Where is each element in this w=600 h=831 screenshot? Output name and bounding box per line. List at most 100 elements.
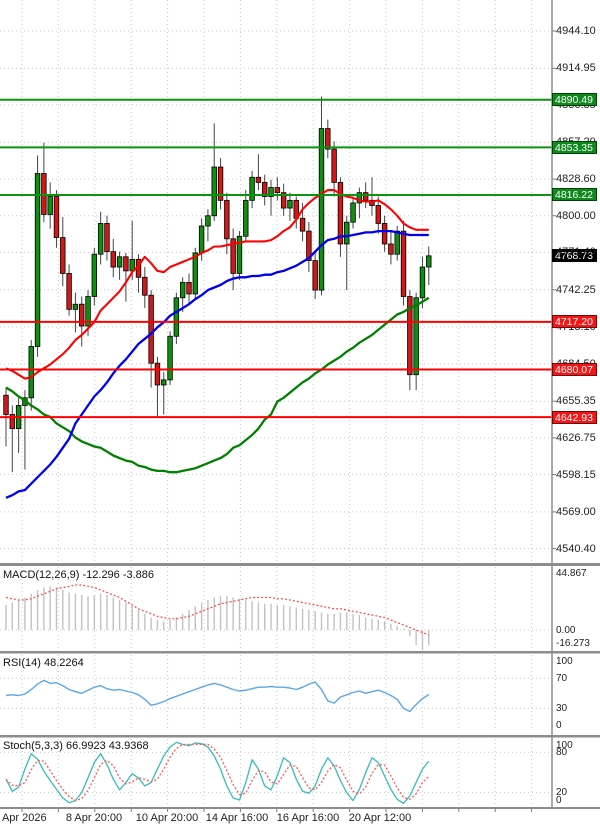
stoch-d-line <box>5 743 430 802</box>
macd-axis-label: 0.00 <box>556 624 576 636</box>
price-tick-label: 4828.60 <box>556 173 596 186</box>
candle-body-up <box>173 297 180 337</box>
candle-body-down <box>280 192 287 209</box>
candle-body-down <box>325 128 331 150</box>
ma-fast-red <box>5 189 429 380</box>
candle-body-down <box>110 251 116 268</box>
candle-body-up <box>350 202 356 223</box>
candle-body-down <box>53 196 60 238</box>
price-tick-label: 4800.00 <box>556 209 596 222</box>
price-level-badge-resistance-0: 4890.49 <box>552 93 597 107</box>
candle-body-up <box>344 221 350 245</box>
rsi-indicator-label: RSI(14) 48.2264 <box>3 657 84 670</box>
candle-body-down <box>299 217 306 232</box>
candle-body-down <box>331 148 337 183</box>
candle-body-down <box>312 260 318 291</box>
price-tick-label: 4569.00 <box>556 505 596 518</box>
stoch-axis-label: 0 <box>556 794 562 806</box>
price-tick-label: 4540.40 <box>556 542 596 555</box>
candle-body-up <box>97 223 104 255</box>
candle-body-down <box>3 394 9 415</box>
candle-body-up <box>28 346 34 399</box>
candle-body-down <box>104 223 110 253</box>
candle-body-up <box>413 297 419 376</box>
stoch-name: Stoch(5,3,3) <box>3 740 63 752</box>
candle-body-up <box>356 192 363 204</box>
candle-body-up <box>161 379 167 386</box>
candle-body-up <box>192 252 198 295</box>
candle-body-up <box>419 266 426 299</box>
candle-body-up <box>205 215 211 227</box>
macd-indicator-label: MACD(12,26,9) -12.296 -3.886 <box>3 569 154 582</box>
stoch-axis-label: 80 <box>556 746 568 758</box>
candle-body-down <box>337 182 344 245</box>
price-level-badge-support-0: 4717.20 <box>552 315 597 329</box>
macd-axis-label: -16.273 <box>556 637 590 649</box>
candle-body-up <box>116 256 123 268</box>
candle-body-down <box>66 273 72 310</box>
candle-body-down <box>230 238 236 274</box>
candle-body-down <box>79 303 85 327</box>
stoch-indicator-label: Stoch(5,3,3) 66.9923 43.9368 <box>3 740 149 753</box>
candle-body-down <box>60 237 66 274</box>
rsi-axis-label: 70 <box>556 672 568 684</box>
panel-separator <box>0 735 600 738</box>
macd-current-values: -12.296 -3.886 <box>82 569 155 581</box>
rsi-axis-label: 100 <box>556 655 573 667</box>
candle-body-up <box>47 196 53 215</box>
candle-body-down <box>388 243 394 255</box>
candle-body-up <box>85 296 91 327</box>
candle-body-down <box>375 205 381 224</box>
time-tick-label: 10 Apr 20:00 <box>135 812 199 824</box>
rsi-name: RSI(14) <box>3 657 41 669</box>
candle-body-up <box>243 199 249 237</box>
panel-separator <box>0 563 600 566</box>
candle-body-down <box>123 256 129 272</box>
candle-body-down <box>154 362 161 386</box>
price-level-badge-resistance-1: 4853.35 <box>552 140 597 154</box>
price-level-badge-resistance-2: 4816.22 <box>552 188 597 202</box>
ma-slow-green <box>5 296 430 474</box>
stoch-axis-label: 100 <box>556 739 573 751</box>
candle-body-up <box>167 335 173 381</box>
candle-body-down <box>186 282 192 295</box>
candle-body-up <box>34 173 41 347</box>
rsi-line <box>5 679 430 713</box>
candle-body-up <box>426 255 432 268</box>
candle-body-up <box>179 282 186 299</box>
rsi-axis-label: 0 <box>556 719 562 731</box>
candle-body-down <box>9 414 16 429</box>
price-tick-label: 4655.35 <box>556 395 596 408</box>
ma-mid-blue <box>5 229 429 499</box>
time-tick-label: 8 Apr 20:00 <box>65 812 123 824</box>
stoch-k-line <box>5 741 430 804</box>
price-tick-label: 4914.95 <box>556 62 596 75</box>
price-tick-label: 4742.25 <box>556 283 596 296</box>
current-price-badge: 4768.73 <box>552 249 597 262</box>
price-tick-label: 4598.15 <box>556 468 596 481</box>
candle-body-down <box>255 176 262 183</box>
price-tick-label: 4771.40 <box>556 246 596 259</box>
stoch-axis-label: 20 <box>556 787 568 799</box>
macd-name: MACD(12,26,9) <box>3 569 80 581</box>
candle-body-up <box>211 166 217 217</box>
price-level-badge-support-2: 4642.93 <box>552 410 597 424</box>
candle-body-up <box>72 303 79 310</box>
rsi-axis-label: 30 <box>556 702 568 714</box>
candle-body-up <box>236 235 243 274</box>
macd-axis-label: 44.867 <box>556 568 587 580</box>
candle-body-down <box>262 182 268 197</box>
time-tick-label: 14 Apr 16:00 <box>205 812 269 824</box>
time-tick-label: 16 Apr 16:00 <box>276 812 340 824</box>
candle-body-up <box>249 176 255 201</box>
candle-body-down <box>224 199 230 240</box>
candle-body-down <box>369 199 375 206</box>
candle-body-down <box>407 296 413 376</box>
candle-body-down <box>217 166 224 201</box>
time-tick-label: 6 Apr 2026 <box>0 812 47 824</box>
candle-body-down <box>381 223 388 245</box>
rsi-current-value: 48.2264 <box>43 657 84 669</box>
price-tick-label: 4626.75 <box>556 431 596 444</box>
